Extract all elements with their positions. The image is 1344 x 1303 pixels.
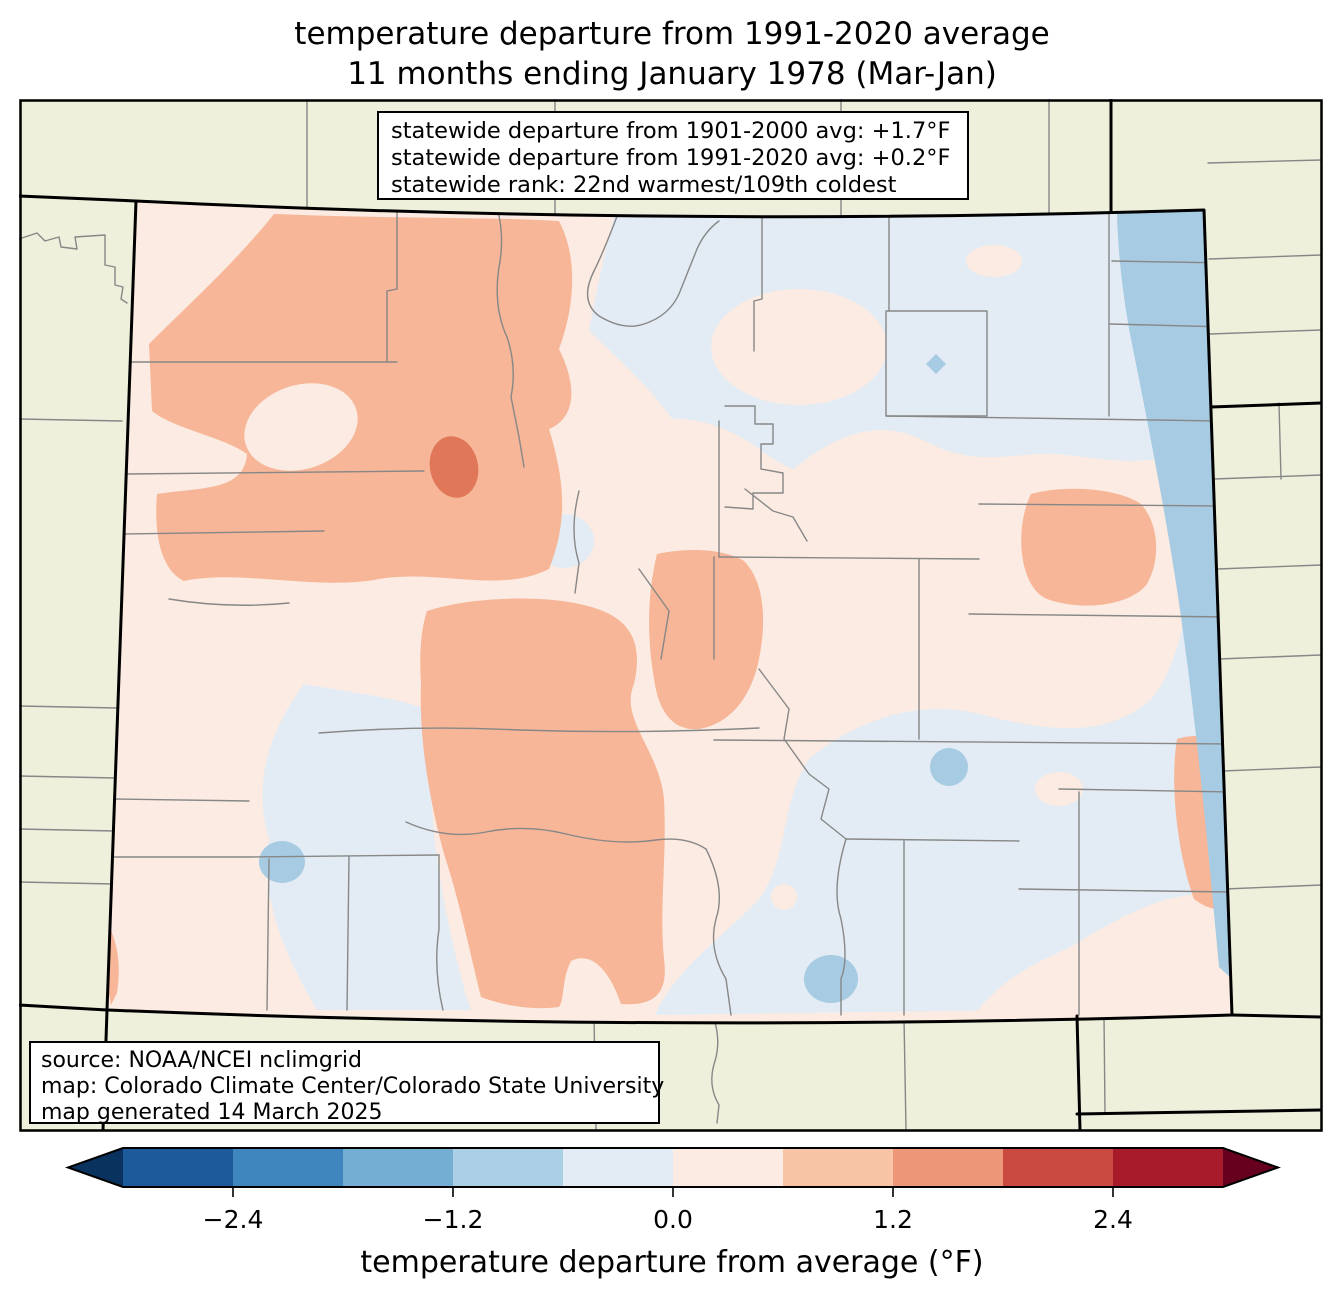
figure-title: temperature departure from 1991-2020 ave… [0,14,1344,94]
cool1-diamond-dot [926,354,946,374]
warm0-patch-ne-small [966,245,1022,277]
source-attribution-box: source: NOAA/NCEI nclimgrid map: Colorad… [29,1041,665,1125]
cool1-dot-southwest [259,841,305,883]
warm0-patch-southeast [974,893,1232,1015]
cool1-band-neborder [1117,210,1232,979]
stats-line-1991-2020: statewide departure from 1991-2020 avg: … [391,145,951,171]
tick-label-zero: 0.0 [653,1205,693,1234]
anomaly-field [107,201,1232,1023]
warm0-patch-midnorth [618,418,971,546]
warm1-blob-east [1021,488,1157,606]
colorbar-segments [65,1147,1281,1188]
tick-label-pos24: 2.4 [1093,1205,1133,1234]
colorbar-arrow-right [1223,1148,1278,1187]
generated-date-line: map generated 14 March 2025 [41,1100,383,1125]
tick-label-neg24: −2.4 [203,1205,264,1234]
colorbar-tick-marks [232,1187,1114,1197]
colorbar-tick-labels: −2.4 −1.2 0.0 1.2 2.4 [203,1205,1133,1234]
warm1-blob-central [420,598,665,1009]
warm2-blob [429,436,479,498]
cool-lobe-southwest [262,684,471,1010]
stats-line-rank: statewide rank: 22nd warmest/109th colde… [391,172,897,198]
map-panel [17,97,1323,1132]
tick-label-pos12: 1.2 [873,1205,913,1234]
county-borders [111,203,1232,1016]
source-line: source: NOAA/NCEI nclimgrid [41,1048,362,1073]
map-credit-line: map: Colorado Climate Center/Colorado St… [41,1074,665,1099]
figure-title-line2: 11 months ending January 1978 (Mar-Jan) [347,56,997,92]
figure-title-line1: temperature departure from 1991-2020 ave… [294,16,1050,52]
warm0-patch-south-small [771,884,797,910]
colorbar-axis-label: temperature departure from average (°F) [360,1245,983,1280]
stats-line-1901-2000: statewide departure from 1901-2000 avg: … [391,118,951,144]
tick-label-neg12: −1.2 [423,1205,484,1234]
colorbar-arrow-left [68,1148,123,1187]
warm0-patch-north [711,289,887,405]
colorbar-svg: −2.4 −1.2 0.0 1.2 2.4 temperature depart… [65,1147,1281,1280]
colorbar-outline [65,1147,1281,1188]
colorbar: −2.4 −1.2 0.0 1.2 2.4 temperature depart… [0,1140,1344,1299]
cool1-dot-south [804,955,858,1003]
warm1-blob-eastcenter [649,549,764,730]
plot-frame [19,99,1323,1132]
colorado-anomaly-map [17,97,1323,1132]
warm0-hole-nw [244,383,358,471]
cool1-dot-east [930,748,968,786]
statewide-stats-box: statewide departure from 1901-2000 avg: … [377,111,969,200]
cool-lobe-east [655,439,1231,1015]
